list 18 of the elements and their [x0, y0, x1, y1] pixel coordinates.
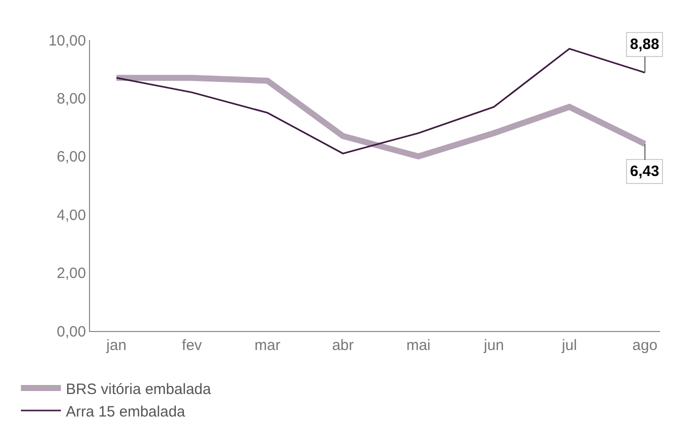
x-tick-label: abr — [332, 337, 354, 354]
x-tick-label: jul — [560, 337, 577, 354]
y-tick-label: 0,00 — [56, 323, 86, 340]
y-tick-label: 4,00 — [56, 206, 86, 224]
x-tick-label: mar — [254, 337, 280, 354]
data-label: 8,88 — [630, 36, 660, 53]
y-tick-label: 6,00 — [56, 148, 86, 166]
legend-label: BRS vitória embalada — [66, 380, 212, 398]
x-tick-label: mai — [406, 337, 430, 354]
x-tick-label: fev — [182, 337, 202, 354]
y-tick-label: 2,00 — [56, 265, 86, 282]
y-tick-label: 8,00 — [56, 90, 86, 108]
y-tick-label: 10,00 — [48, 32, 86, 50]
x-tick-label: jan — [105, 337, 126, 354]
legend-label: Arra 15 embalada — [66, 403, 186, 420]
x-tick-label: jun — [482, 337, 504, 354]
data-label: 6,43 — [630, 163, 660, 180]
x-tick-label: ago — [632, 337, 658, 354]
